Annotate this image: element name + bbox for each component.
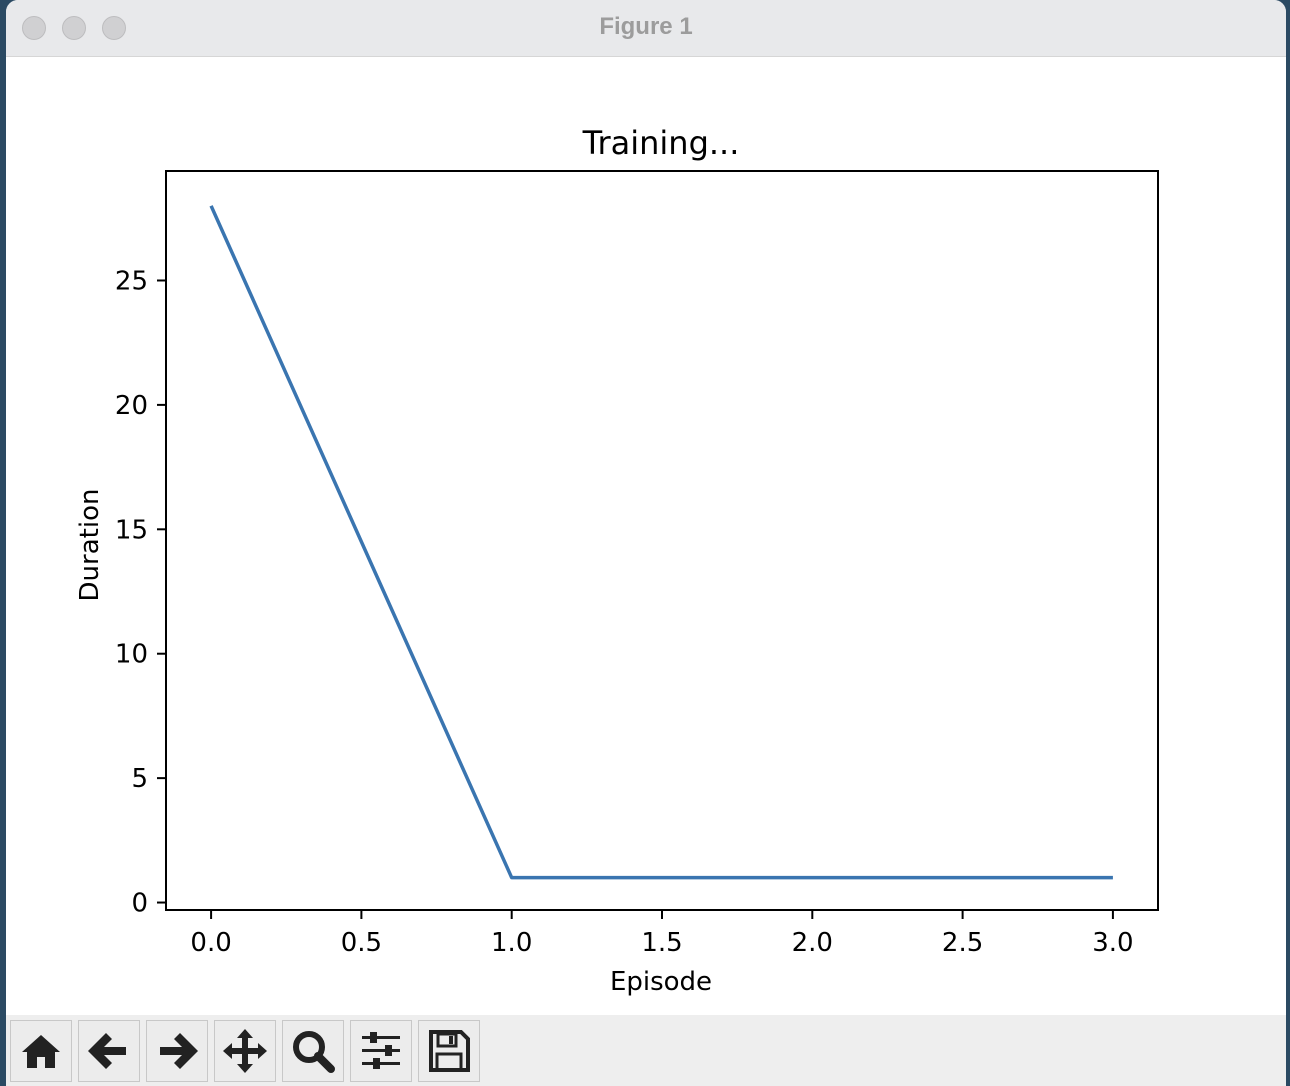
sliders-icon bbox=[362, 1032, 400, 1069]
move-icon bbox=[223, 1029, 267, 1073]
axis-ticks: 0.0 0.5 1.0 1.5 2.0 2.5 3.0 0 5 10 15 20 25 bbox=[115, 266, 1134, 958]
y-tick-label: 10 bbox=[115, 640, 148, 670]
magnifier-icon bbox=[293, 1031, 335, 1073]
y-tick-label: 15 bbox=[115, 515, 148, 545]
figure-canvas[interactable]: Training... Episode Duration 0.0 0.5 1.0 1.… bbox=[6, 57, 1286, 1015]
zoom-button[interactable] bbox=[282, 1020, 344, 1082]
x-tick-label: 2.5 bbox=[942, 928, 983, 958]
x-tick-label: 2.0 bbox=[792, 928, 833, 958]
y-tick-label: 25 bbox=[115, 266, 148, 296]
floppy-disk-icon bbox=[429, 1030, 470, 1072]
title-bar[interactable]: Figure 1 bbox=[6, 0, 1286, 57]
save-button[interactable] bbox=[418, 1020, 480, 1082]
navigation-toolbar bbox=[6, 1015, 1286, 1086]
configure-subplots-button[interactable] bbox=[350, 1020, 412, 1082]
home-button[interactable] bbox=[10, 1020, 72, 1082]
zoom-window-button[interactable] bbox=[102, 16, 126, 40]
arrow-left-icon bbox=[88, 1033, 126, 1069]
minimize-window-button[interactable] bbox=[62, 16, 86, 40]
x-tick-label: 0.5 bbox=[341, 928, 382, 958]
plot-area-frame bbox=[165, 170, 1159, 911]
chart-title: Training... bbox=[582, 124, 740, 162]
close-window-button[interactable] bbox=[22, 16, 46, 40]
home-icon bbox=[22, 1035, 60, 1068]
y-tick-label: 0 bbox=[131, 889, 148, 919]
series-line bbox=[209, 205, 1113, 880]
forward-button[interactable] bbox=[146, 1020, 208, 1082]
x-tick-label: 0.0 bbox=[190, 928, 231, 958]
y-tick-label: 5 bbox=[131, 764, 148, 794]
y-tick-label: 20 bbox=[115, 391, 148, 421]
figure-window: Figure 1 Training... Episode Duration 0.… bbox=[6, 0, 1286, 1086]
back-button[interactable] bbox=[78, 1020, 140, 1082]
window-title: Figure 1 bbox=[599, 13, 693, 40]
arrow-right-icon bbox=[160, 1033, 198, 1069]
x-axis-label: Episode bbox=[610, 967, 712, 997]
line-chart: Training... Episode Duration 0.0 0.5 1.0 1.… bbox=[75, 124, 1159, 997]
x-tick-label: 1.0 bbox=[491, 928, 532, 958]
series-lines bbox=[209, 205, 1113, 880]
y-axis-label: Duration bbox=[75, 489, 105, 602]
pan-button[interactable] bbox=[214, 1020, 276, 1082]
x-tick-label: 3.0 bbox=[1092, 928, 1133, 958]
x-tick-label: 1.5 bbox=[641, 928, 682, 958]
